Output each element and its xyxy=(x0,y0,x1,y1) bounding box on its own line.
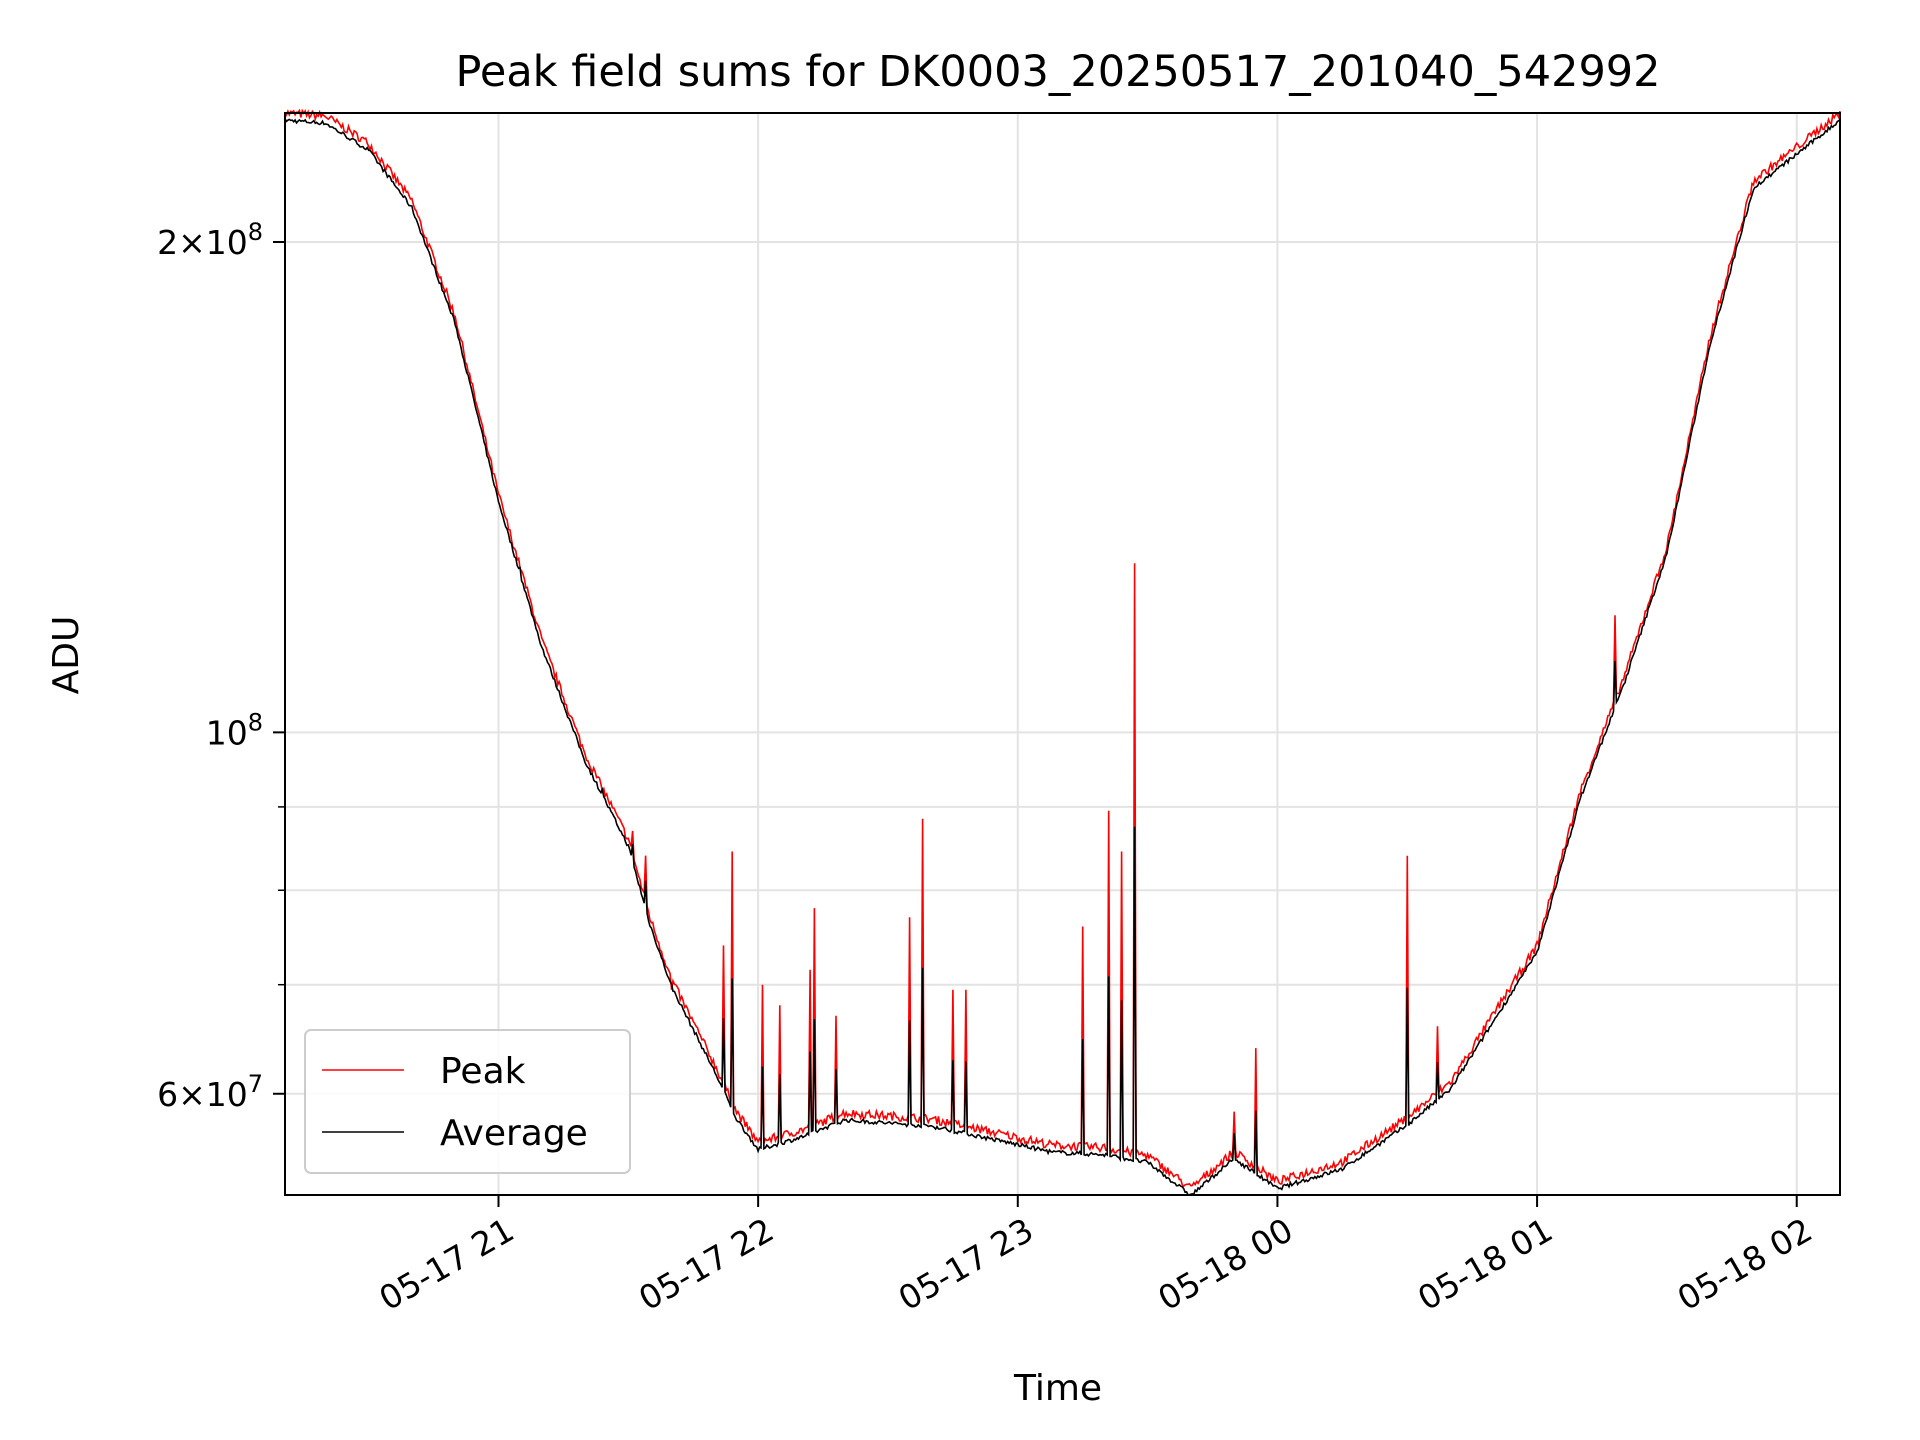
x-axis: 05-17 21 05-17 22 05-17 23 05-18 00 05-18 01… xyxy=(372,1195,1819,1318)
x-tick-label: 05-17 22 xyxy=(632,1210,780,1318)
y-tick-label: 108 xyxy=(206,708,263,752)
series-line-average xyxy=(284,117,1841,1196)
x-tick-label: 05-18 02 xyxy=(1671,1210,1819,1318)
x-axis-label: Time xyxy=(1013,1368,1102,1409)
legend-box xyxy=(304,1029,631,1174)
x-tick-label: 05-17 21 xyxy=(372,1210,520,1318)
y-axis: 6×107 108 2×108 xyxy=(157,218,285,1114)
y-tick-label: 6×107 xyxy=(157,1070,263,1114)
x-tick-label: 05-17 23 xyxy=(892,1210,1040,1318)
y-tick-label: 2×108 xyxy=(157,218,263,262)
plot-area xyxy=(284,108,1841,1196)
y-axis-label: ADU xyxy=(46,616,87,695)
legend: Peak Average xyxy=(304,1029,631,1174)
series-line-peak xyxy=(284,108,1841,1188)
axes-frame xyxy=(284,112,1841,1196)
chart-title: Peak field sums for DK0003_20250517_2010… xyxy=(455,47,1660,97)
legend-label-peak: Peak xyxy=(440,1051,526,1092)
x-tick-label: 05-18 01 xyxy=(1411,1210,1559,1318)
legend-label-average: Average xyxy=(440,1113,588,1154)
x-tick-label: 05-18 00 xyxy=(1151,1210,1299,1318)
